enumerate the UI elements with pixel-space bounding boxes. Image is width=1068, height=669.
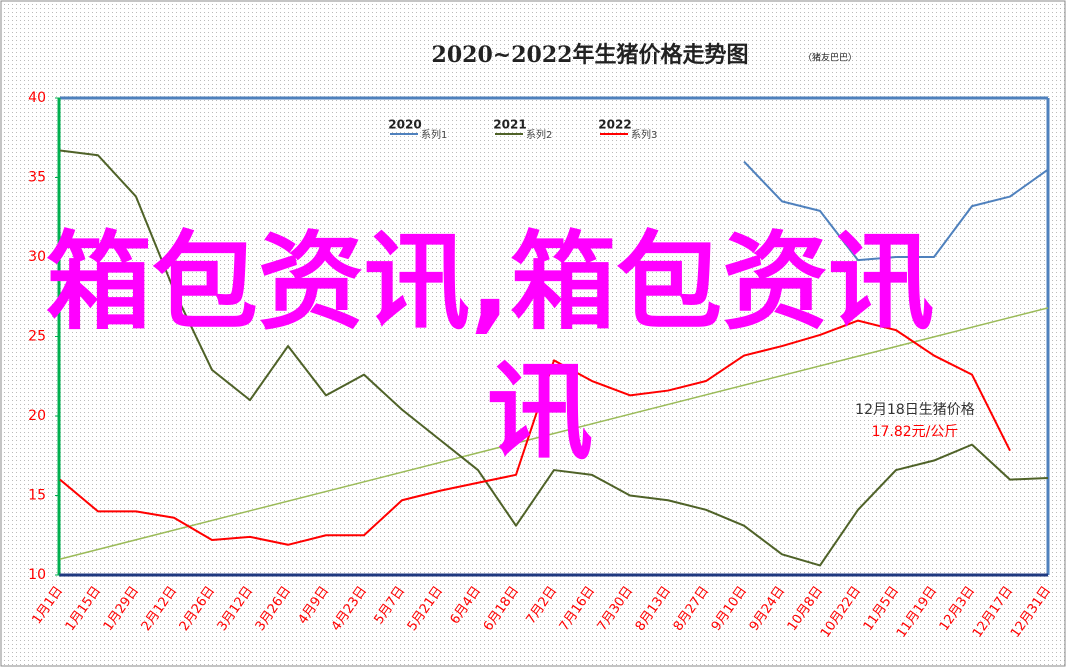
y-tick-label: 30 xyxy=(28,249,46,265)
y-tick-label: 40 xyxy=(28,90,46,106)
y-tick-label: 25 xyxy=(28,329,46,345)
annotation: 17.82元/公斤 xyxy=(872,424,959,440)
watermark: 讯 xyxy=(487,351,593,474)
legend-year: 2021 xyxy=(493,118,526,132)
y-tick-label: 10 xyxy=(28,567,46,583)
chart-title: 2020~2022年生猪价格走势图 xyxy=(432,42,749,68)
y-tick-label: 15 xyxy=(28,488,46,504)
y-tick-label: 35 xyxy=(28,170,46,186)
series-line xyxy=(743,160,1049,262)
legend-year: 2020 xyxy=(388,118,421,132)
legend-label: 系列1 xyxy=(421,128,447,141)
legend-label: 系列2 xyxy=(526,128,552,141)
legend-label: 系列3 xyxy=(631,128,657,141)
watermark: 箱包资讯,箱包资讯 xyxy=(46,221,934,344)
legend-year: 2022 xyxy=(598,118,631,132)
series-line xyxy=(59,319,1011,546)
y-tick-label: 20 xyxy=(28,408,46,424)
chart-subtitle: （猪友巴巴） xyxy=(803,52,857,64)
series-line xyxy=(59,149,1049,567)
annotation: 12月18日生猪价格 xyxy=(855,402,975,418)
trend-line xyxy=(59,307,1049,560)
